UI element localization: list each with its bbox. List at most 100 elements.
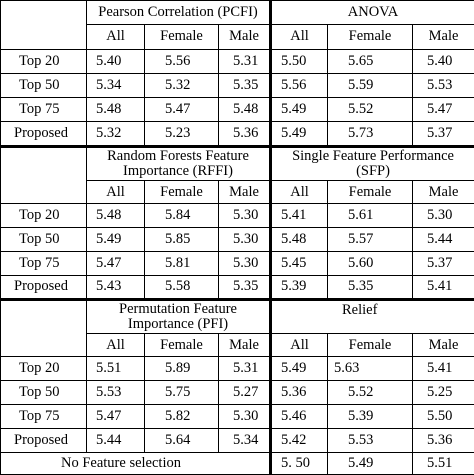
value-cell: 5.49 [86,227,145,252]
value-cell: 5.41 [412,356,474,382]
section-3-group-header-row: Permutation Feature Importance (PFI) Rel… [0,297,474,358]
value-cell: 5.36 [269,380,329,406]
value-cell: 5.47 [86,251,145,276]
value-cell: 5.51 [86,356,145,382]
value-cell: 5.59 [327,72,414,98]
value-cell: 5.50 [412,404,474,430]
value-cell: 5.39 [269,274,329,300]
table-row: Top 75 5.47 5.81 5.30 5.45 5.60 5.37 [0,251,474,276]
value-cell: 5.32 [86,120,145,147]
value-cell: 5.53 [412,72,474,98]
value-cell: 5.31 [217,48,272,74]
value-cell: 5.42 [269,428,329,453]
value-cell: 5.49 [269,120,329,147]
value-cell: 5.53 [86,380,145,406]
value-cell: 5.35 [217,72,272,98]
section-2-group-header-row: Random Forests Feature Importance (RFFI)… [0,144,474,205]
value-cell: 5.49 [269,356,329,382]
row-label: Proposed [0,428,87,453]
table-row: Top 20 5.40 5.56 5.31 5.50 5.65 5.40 [0,48,474,74]
value-cell: 5.35 [217,274,272,300]
value-cell: 5.36 [412,428,474,453]
value-cell: 5.61 [327,203,414,229]
value-cell: 5.63 [327,356,414,382]
table-row: Top 50 5.34 5.32 5.35 5.56 5.59 5.53 [0,72,474,98]
footer-label: No Feature selection [0,452,272,475]
column-header: All [86,23,145,50]
value-cell: 5.30 [217,251,272,276]
row-label: Top 50 [0,72,87,98]
value-cell: 5.57 [327,227,414,252]
value-cell: 5.47 [144,96,219,122]
table-row: Proposed 5.32 5.23 5.36 5.49 5.73 5.37 [0,120,474,147]
value-cell: 5.30 [217,227,272,252]
row-label: Top 50 [0,380,87,406]
row-label: Top 75 [0,404,87,430]
table-row: Proposed 5.44 5.64 5.34 5.42 5.53 5.36 [0,428,474,453]
value-cell: 5.65 [327,48,414,74]
value-cell: 5.27 [217,380,272,406]
column-header: All [269,333,329,358]
value-cell: 5.89 [144,356,219,382]
column-header: Male [217,333,272,358]
value-cell: 5.36 [217,120,272,147]
corner-cell [0,144,87,205]
column-header: Male [217,180,272,205]
value-cell: 5.49 [269,96,329,122]
column-header: All [269,23,329,50]
corner-cell [0,0,87,50]
row-label: Top 20 [0,48,87,74]
value-cell: 5.47 [86,404,145,430]
table-row: Top 20 5.48 5.84 5.30 5.41 5.61 5.30 [0,203,474,229]
value-cell: 5.46 [269,404,329,430]
group-header: Random Forests Feature Importance (RFFI) [85,144,272,182]
row-label: Proposed [0,274,87,300]
value-cell: 5. 50 [269,452,329,475]
value-cell: 5.56 [144,48,219,74]
value-cell: 5.56 [269,72,329,98]
group-header: Pearson Correlation (PCFI) [85,0,272,25]
value-cell: 5.30 [412,203,474,229]
corner-cell [0,297,87,358]
value-cell: 5.25 [412,380,474,406]
value-cell: 5.40 [412,48,474,74]
column-header: Female [144,180,219,205]
row-label: Top 20 [0,356,87,382]
value-cell: 5.84 [144,203,219,229]
value-cell: 5.34 [217,428,272,453]
value-cell: 5.73 [327,120,414,147]
value-cell: 5.52 [327,96,414,122]
value-cell: 5.85 [144,227,219,252]
column-header: Male [217,23,272,50]
value-cell: 5.35 [327,274,414,300]
column-header: Female [144,23,219,50]
row-label: Top 75 [0,251,87,276]
section-1-subheader-row: All Female Male All Female Male [1,23,474,50]
table-row: Top 50 5.49 5.85 5.30 5.48 5.57 5.44 [0,227,474,252]
value-cell: 5.41 [269,203,329,229]
value-cell: 5.52 [327,380,414,406]
column-header: Female [327,23,414,50]
value-cell: 5.30 [217,203,272,229]
column-header: Male [412,333,474,358]
value-cell: 5.34 [86,72,145,98]
table-row: Proposed 5.43 5.58 5.35 5.39 5.35 5.41 [0,274,474,300]
value-cell: 5.47 [412,96,474,122]
value-cell: 5.37 [412,120,474,147]
value-cell: 5.48 [217,96,272,122]
value-cell: 5.60 [327,251,414,276]
value-cell: 5.40 [86,48,145,74]
value-cell: 5.82 [144,404,219,430]
no-feature-selection-row: No Feature selection 5. 50 5.49 5.51 [0,452,474,475]
value-cell: 5.32 [144,72,219,98]
column-header: Female [144,333,219,358]
column-header: All [86,333,145,358]
value-cell: 5.23 [144,120,219,147]
column-header: Male [412,23,474,50]
group-header: Single Feature Performance (SFP) [269,144,474,182]
value-cell: 5.45 [269,251,329,276]
group-header: ANOVA [269,0,474,25]
value-cell: 5.37 [412,251,474,276]
row-label: Top 50 [0,227,87,252]
